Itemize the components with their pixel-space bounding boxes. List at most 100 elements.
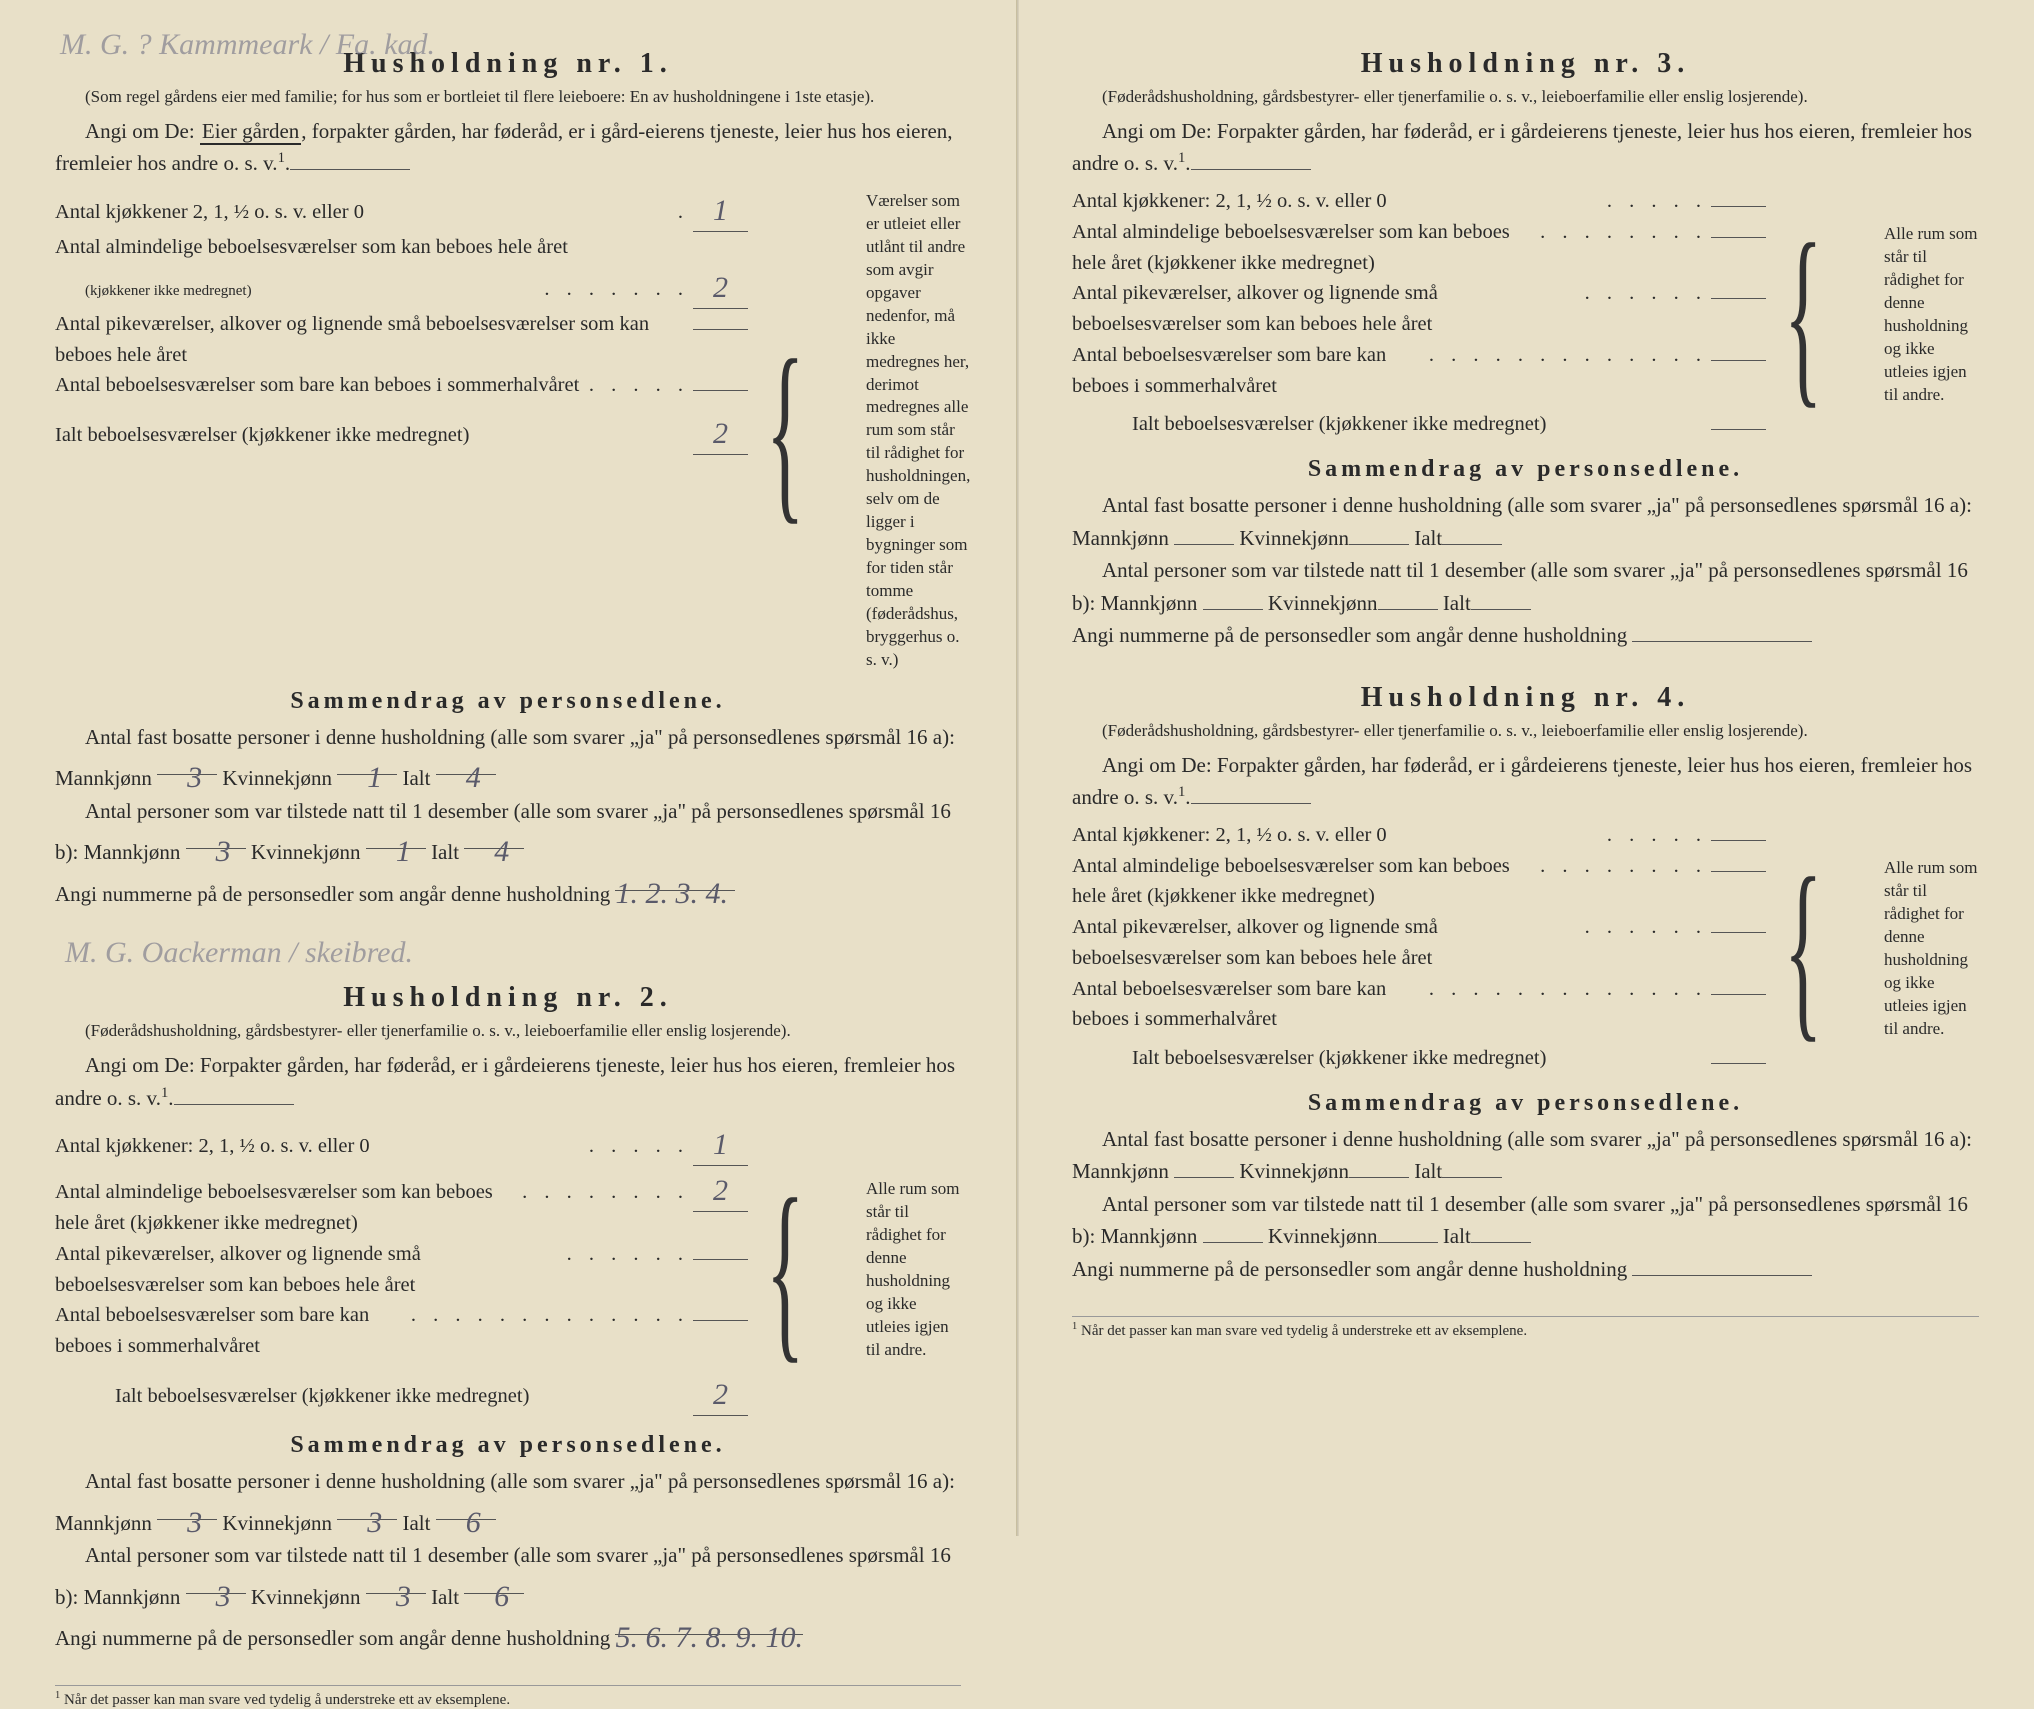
hh1-alm-note: (kjøkkener ikke medregnet) bbox=[85, 280, 540, 303]
hh1-sammen-title: Sammendrag av personsedlene. bbox=[55, 688, 961, 715]
hh2-til-k: 3 bbox=[396, 1580, 411, 1613]
left-page: M. G. ? Kammmeark / Fa. kad. Husholdning… bbox=[0, 0, 1017, 1536]
sup: 1 bbox=[161, 1085, 168, 1101]
pencil-annotation-mid: M. G. Oackerman / skeibred. bbox=[65, 936, 971, 970]
household-1: Husholdning nr. 1. (Som regel gårdens ei… bbox=[55, 48, 961, 910]
hh2-tilstede-line: Antal personer som var tilstede natt til… bbox=[55, 1539, 961, 1613]
hh4-alm-label: Antal almindelige beboelsesværelser som … bbox=[1072, 851, 1536, 913]
hh1-kjokkener-label: Antal kjøkkener 2, 1, ½ o. s. v. eller 0 bbox=[55, 197, 674, 228]
hh1-angi-underlined: Eier gården bbox=[200, 119, 301, 145]
hh4-side-text: Alle rum som står til rådighet for denne… bbox=[1884, 857, 1979, 1041]
hh2-fast-k: 3 bbox=[367, 1506, 382, 1539]
footnote-right: 1 Når det passer kan man svare ved tydel… bbox=[1072, 1316, 1979, 1340]
i: Ialt bbox=[1414, 526, 1442, 550]
k: Kvinnekjønn bbox=[1268, 591, 1378, 615]
sup: 1 bbox=[1178, 150, 1185, 166]
hh3-alm-label: Antal almindelige beboelsesværelser som … bbox=[1072, 217, 1536, 279]
hh3-subtitle: (Føderådshusholdning, gårdsbestyrer- ell… bbox=[1072, 86, 1979, 109]
hh2-title: Husholdning nr. 2. bbox=[55, 982, 961, 1014]
hh3-angi: Angi om De: Forpakter gården, har føderå… bbox=[1072, 115, 1979, 180]
hh3-pike-label: Antal pikeværelser, alkover og lignende … bbox=[1072, 278, 1581, 340]
footnote-left: 1 Når det passer kan man svare ved tydel… bbox=[55, 1685, 961, 1709]
ialt-label: Ialt bbox=[431, 840, 459, 864]
hh2-til-i: 6 bbox=[494, 1580, 509, 1613]
k: Kvinnekjønn bbox=[251, 1585, 361, 1609]
hh2-side-text: Alle rum som står til rådighet for denne… bbox=[866, 1178, 961, 1362]
hh4-subtitle: (Føderådshusholdning, gårdsbestyrer- ell… bbox=[1072, 720, 1979, 743]
footnote-text: Når det passer kan man svare ved tydelig… bbox=[1081, 1323, 1527, 1339]
hh4-tilstede-line: Antal personer som var tilstede natt til… bbox=[1072, 1188, 1979, 1253]
hh1-fast-m: 3 bbox=[187, 761, 202, 794]
hh2-side: {Alle rum som står til rådighet for denn… bbox=[766, 1120, 961, 1416]
hh2-nummer-val: 5. 6. 7. 8. 9. 10. bbox=[615, 1621, 803, 1654]
hh2-nummer-label: Angi nummerne på de personsedler som ang… bbox=[55, 1626, 610, 1650]
hh2-nummer-line: Angi nummerne på de personsedler som ang… bbox=[55, 1613, 961, 1655]
hh4-fast-line: Antal fast bosatte personer i denne hush… bbox=[1072, 1123, 1979, 1188]
hh1-fast-k: 1 bbox=[367, 761, 382, 794]
hh3-nummer-label: Angi nummerne på de personsedler som ang… bbox=[1072, 623, 1627, 647]
sup-marker: 1 bbox=[278, 150, 285, 166]
hh3-ialt-label: Ialt beboelsesværelser (kjøkkener ikke m… bbox=[1132, 409, 1711, 440]
kvinne-label: Kvinnekjønn bbox=[251, 840, 361, 864]
hh1-sommer-label: Antal beboelsesværelser som bare kan beb… bbox=[55, 370, 585, 401]
hh1-ialt-label: Ialt beboelsesværelser (kjøkkener ikke m… bbox=[55, 420, 693, 451]
hh1-til-i: 4 bbox=[494, 835, 509, 868]
hh2-angi: Angi om De: Forpakter gården, har føderå… bbox=[55, 1049, 961, 1114]
hh1-alm-label: Antal almindelige beboelsesværelser som … bbox=[55, 236, 568, 258]
hh2-ialt-val: 2 bbox=[713, 1378, 728, 1411]
hh1-til-m: 3 bbox=[216, 835, 231, 868]
hh3-kjokkener-label: Antal kjøkkener: 2, 1, ½ o. s. v. eller … bbox=[1072, 186, 1603, 217]
hh2-sammen-title: Sammendrag av personsedlene. bbox=[55, 1432, 961, 1459]
hh1-nummer-label: Angi nummerne på de personsedler som ang… bbox=[55, 882, 610, 906]
hh2-sommer-label: Antal beboelsesværelser som bare kan beb… bbox=[55, 1300, 407, 1362]
hh2-til-m: 3 bbox=[216, 1580, 231, 1613]
hh1-tilstede-line: Antal personer som var tilstede natt til… bbox=[55, 795, 961, 869]
hh1-til-k: 1 bbox=[396, 835, 411, 868]
hh1-angi-prefix: Angi om De: bbox=[85, 119, 200, 143]
hh1-fast-i-label: Ialt bbox=[402, 766, 430, 790]
pencil-annotation-top: M. G. ? Kammmeark / Fa. kad. bbox=[60, 28, 435, 62]
hh4-title: Husholdning nr. 4. bbox=[1072, 682, 1979, 714]
hh3-side-text: Alle rum som står til rådighet for denne… bbox=[1884, 223, 1979, 407]
footnote-text: Når det passer kan man svare ved tydelig… bbox=[64, 1692, 510, 1708]
hh4-angi: Angi om De: Forpakter gården, har føderå… bbox=[1072, 749, 1979, 814]
household-3: Husholdning nr. 3. (Føderådshusholdning,… bbox=[1072, 48, 1979, 652]
hh4-nummer-line: Angi nummerne på de personsedler som ang… bbox=[1072, 1253, 1979, 1286]
hh3-side: {Alle rum som står til rådighet for denn… bbox=[1784, 186, 1979, 440]
hh3-fast-line: Antal fast bosatte personer i denne hush… bbox=[1072, 489, 1979, 554]
hh1-fast-line: Antal fast bosatte personer i denne hush… bbox=[55, 721, 961, 795]
fn-marker: 1 bbox=[1072, 1321, 1077, 1332]
hh1-nummer-line: Angi nummerne på de personsedler som ang… bbox=[55, 869, 961, 911]
i: Ialt bbox=[1443, 1224, 1471, 1248]
i: Ialt bbox=[402, 1511, 430, 1535]
hh2-pike-label: Antal pikeværelser, alkover og lignende … bbox=[55, 1239, 563, 1301]
hh2-fast-i: 6 bbox=[466, 1506, 481, 1539]
hh4-side: {Alle rum som står til rådighet for denn… bbox=[1784, 820, 1979, 1074]
hh2-kjokkener-val: 1 bbox=[713, 1128, 728, 1161]
hh4-pike-label: Antal pikeværelser, alkover og lignende … bbox=[1072, 912, 1581, 974]
hh1-fast-k-label: Kvinnekjønn bbox=[222, 766, 332, 790]
hh2-fast-m: 3 bbox=[187, 1506, 202, 1539]
hh1-kjokkener-val: 1 bbox=[713, 194, 728, 227]
k: Kvinnekjønn bbox=[1268, 1224, 1378, 1248]
hh1-ialt-val: 2 bbox=[713, 417, 728, 450]
hh4-kjokkener-label: Antal kjøkkener: 2, 1, ½ o. s. v. eller … bbox=[1072, 820, 1603, 851]
k: Kvinnekjønn bbox=[1239, 526, 1349, 550]
sup: 1 bbox=[1178, 784, 1185, 800]
i: Ialt bbox=[431, 1585, 459, 1609]
hh4-sommer-label: Antal beboelsesværelser som bare kan beb… bbox=[1072, 974, 1425, 1036]
i: Ialt bbox=[1443, 591, 1471, 615]
household-2: Husholdning nr. 2. (Føderådshusholdning,… bbox=[55, 982, 961, 1654]
k: Kvinnekjønn bbox=[1239, 1159, 1349, 1183]
hh3-nummer-line: Angi nummerne på de personsedler som ang… bbox=[1072, 619, 1979, 652]
hh1-subtitle: (Som regel gårdens eier med familie; for… bbox=[55, 86, 961, 109]
hh2-kjokkener-label: Antal kjøkkener: 2, 1, ½ o. s. v. eller … bbox=[55, 1131, 585, 1162]
hh3-sammen-title: Sammendrag av personsedlene. bbox=[1072, 456, 1979, 483]
household-4: Husholdning nr. 4. (Føderådshusholdning,… bbox=[1072, 682, 1979, 1286]
hh3-title: Husholdning nr. 3. bbox=[1072, 48, 1979, 80]
hh1-angi: Angi om De: Eier gården, forpakter gårde… bbox=[55, 115, 961, 180]
k: Kvinnekjønn bbox=[222, 1511, 332, 1535]
hh4-ialt-label: Ialt beboelsesværelser (kjøkkener ikke m… bbox=[1132, 1043, 1711, 1074]
hh1-alm-val: 2 bbox=[713, 271, 728, 304]
hh2-alm-val: 2 bbox=[713, 1174, 728, 1207]
